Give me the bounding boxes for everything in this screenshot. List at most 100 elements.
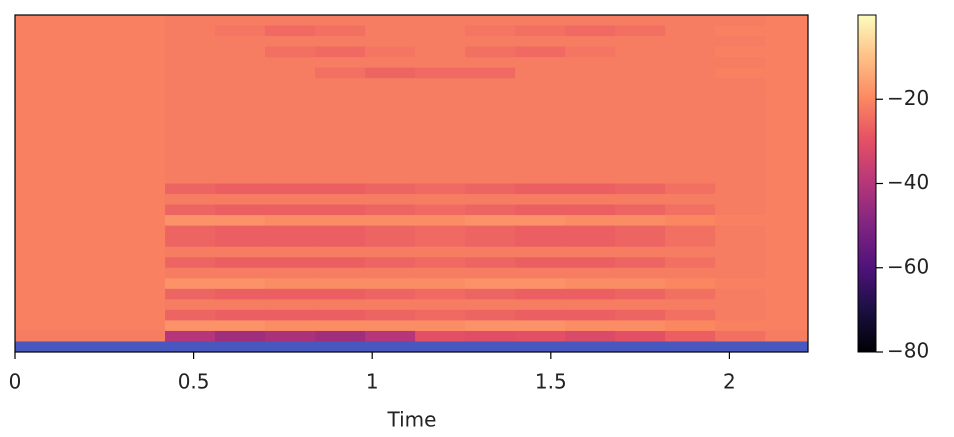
heatmap-cell: [415, 25, 466, 37]
heatmap-cell: [565, 183, 616, 195]
heatmap-cell: [765, 278, 809, 290]
heatmap-cell: [215, 151, 266, 163]
heatmap-cell: [615, 225, 666, 237]
heatmap-cell: [115, 141, 166, 153]
heatmap-cell: [765, 246, 809, 258]
heatmap-cell: [315, 36, 366, 48]
heatmap-cell: [665, 204, 716, 216]
colorbar-tick-label: −20: [887, 86, 929, 110]
heatmap-cell: [515, 225, 566, 237]
heatmap-cell: [165, 320, 216, 332]
heatmap-cell: [115, 172, 166, 184]
heatmap-cell: [365, 141, 416, 153]
heatmap-cell: [615, 204, 666, 216]
heatmap-cell: [365, 341, 416, 353]
heatmap-cell: [365, 330, 416, 342]
heatmap-cell: [765, 162, 809, 174]
heatmap-cell: [15, 78, 66, 90]
heatmap-cell: [515, 309, 566, 321]
heatmap-cell: [365, 162, 416, 174]
heatmap-cell: [415, 257, 466, 269]
heatmap-cell: [415, 236, 466, 248]
heatmap-cell: [665, 257, 716, 269]
heatmap-cell: [715, 204, 766, 216]
heatmap-cell: [115, 215, 166, 227]
heatmap-cell: [515, 15, 566, 27]
heatmap-cell: [765, 309, 809, 321]
heatmap-cell: [115, 299, 166, 311]
heatmap-cell: [465, 99, 516, 111]
heatmap-cell: [715, 78, 766, 90]
heatmap-cell: [665, 194, 716, 206]
heatmap-cell: [65, 99, 116, 111]
heatmap-cell: [565, 25, 616, 37]
heatmap-cell: [265, 88, 316, 100]
heatmap-cell: [665, 109, 716, 121]
heatmap-cell: [165, 46, 216, 58]
heatmap-cell: [615, 246, 666, 258]
heatmap-cell: [165, 130, 216, 142]
heatmap-cell: [715, 109, 766, 121]
heatmap-cell: [15, 109, 66, 121]
heatmap-cell: [265, 299, 316, 311]
heatmap-cell: [565, 215, 616, 227]
heatmap-cell: [615, 151, 666, 163]
heatmap-cell: [265, 330, 316, 342]
heatmap-cell: [215, 309, 266, 321]
heatmap-cell: [715, 309, 766, 321]
heatmap-cell: [165, 141, 216, 153]
colorbar-tick-label: −80: [887, 339, 929, 363]
heatmap-cell: [515, 246, 566, 258]
heatmap-cell: [65, 246, 116, 258]
heatmap-cell: [165, 109, 216, 121]
heatmap-cell: [715, 172, 766, 184]
heatmap-cell: [65, 15, 116, 27]
heatmap-cell: [515, 130, 566, 142]
heatmap-cell: [465, 215, 516, 227]
heatmap-cell: [65, 236, 116, 248]
heatmap-cell: [115, 183, 166, 195]
heatmap-cell: [115, 46, 166, 58]
heatmap-cell: [615, 330, 666, 342]
heatmap-cell: [415, 78, 466, 90]
heatmap-cell: [65, 183, 116, 195]
heatmap-cell: [315, 120, 366, 132]
heatmap-cell: [565, 130, 616, 142]
heatmap-cell: [165, 183, 216, 195]
heatmap-cell: [415, 215, 466, 227]
heatmap-cell: [115, 25, 166, 37]
heatmap-cell: [115, 225, 166, 237]
heatmap-cell: [65, 194, 116, 206]
heatmap-cell: [15, 99, 66, 111]
heatmap-cell: [565, 194, 616, 206]
heatmap-cell: [165, 194, 216, 206]
heatmap-cell: [365, 267, 416, 279]
heatmap-cell: [765, 109, 809, 121]
heatmap-cell: [365, 99, 416, 111]
heatmap-cell: [315, 257, 366, 269]
heatmap-cell: [715, 57, 766, 69]
heatmap-cell: [65, 320, 116, 332]
heatmap-cell: [265, 204, 316, 216]
heatmap-cell: [15, 36, 66, 48]
heatmap-cell: [565, 162, 616, 174]
heatmap-cell: [465, 46, 516, 58]
heatmap-cell: [15, 278, 66, 290]
heatmap-cell: [415, 141, 466, 153]
heatmap-cell: [15, 288, 66, 300]
heatmap-cell: [215, 257, 266, 269]
heatmap-cell: [565, 236, 616, 248]
heatmap-cell: [215, 194, 266, 206]
heatmap-cell: [415, 172, 466, 184]
heatmap-cell: [465, 183, 516, 195]
heatmap-cell: [165, 225, 216, 237]
heatmap-cell: [515, 267, 566, 279]
heatmap-cell: [15, 236, 66, 248]
heatmap-cell: [765, 215, 809, 227]
heatmap-cell: [415, 267, 466, 279]
heatmap-cell: [565, 330, 616, 342]
heatmap-cell: [315, 204, 366, 216]
heatmap-cell: [515, 46, 566, 58]
heatmap-cell: [615, 267, 666, 279]
